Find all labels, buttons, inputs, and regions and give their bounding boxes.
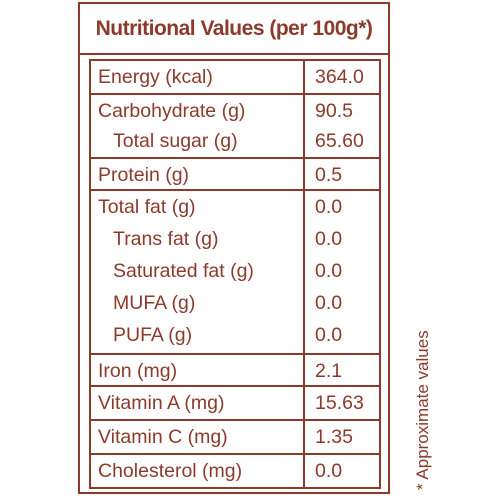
column-divider (303, 159, 305, 189)
table-row: Energy (kcal) 364.0 (91, 61, 379, 94)
row-value: 0.0 (315, 460, 343, 482)
table-row: Saturated fat (g) 0.0 (91, 255, 379, 288)
row-value: 15.63 (315, 392, 364, 414)
group-cholesterol: Cholesterol (mg) 0.0 (91, 455, 379, 487)
row-label: PUFA (g) (113, 324, 193, 346)
column-divider (303, 355, 305, 385)
column-divider (303, 421, 305, 453)
table-title: Nutritional Values (per 100g*) (80, 4, 388, 55)
table-row: MUFA (g) 0.0 (91, 287, 379, 320)
row-label: Total fat (g) (98, 196, 196, 218)
table-row: Iron (mg) 2.1 (91, 355, 379, 388)
row-label: Energy (kcal) (98, 66, 213, 88)
table-row: Total fat (g) 0.0 (91, 191, 379, 224)
table-row: PUFA (g) 0.0 (91, 319, 379, 352)
row-value: 0.0 (315, 196, 343, 218)
nutrition-table-frame: Nutritional Values (per 100g*) Energy (k… (78, 2, 390, 494)
group-vitamin-c: Vitamin C (mg) 1.35 (91, 421, 379, 455)
group-protein: Protein (g) 0.5 (91, 159, 379, 191)
row-value: 90.5 (315, 100, 353, 122)
row-label: Carbohydrate (g) (98, 100, 246, 122)
row-label: Protein (g) (98, 164, 190, 186)
column-divider (303, 61, 305, 93)
row-value: 1.35 (315, 426, 353, 448)
group-fat: Total fat (g) 0.0 Trans fat (g) 0.0 Satu… (91, 191, 379, 355)
row-label: MUFA (g) (113, 292, 196, 314)
row-label: Vitamin A (mg) (98, 392, 225, 414)
row-value: 0.0 (315, 324, 343, 346)
row-value: 0.0 (315, 292, 343, 314)
row-label: Saturated fat (g) (113, 260, 254, 282)
approximate-values-footnote: * Approximate values (413, 330, 432, 490)
table-row: Protein (g) 0.5 (91, 159, 379, 192)
group-carbohydrate: Carbohydrate (g) 90.5 Total sugar (g) 65… (91, 95, 379, 159)
nutrition-grid: Energy (kcal) 364.0 Carbohydrate (g) 90.… (89, 59, 381, 489)
column-divider (303, 191, 305, 353)
row-label: Iron (mg) (98, 360, 178, 382)
row-value: 0.0 (315, 228, 343, 250)
group-vitamin-a: Vitamin A (mg) 15.63 (91, 387, 379, 421)
group-energy: Energy (kcal) 364.0 (91, 61, 379, 95)
row-value: 2.1 (315, 360, 343, 382)
table-row: Cholesterol (mg) 0.0 (91, 455, 379, 488)
row-value: 0.5 (315, 164, 343, 186)
table-row: Carbohydrate (g) 90.5 (91, 95, 379, 128)
row-label: Total sugar (g) (113, 130, 238, 152)
table-row: Vitamin A (mg) 15.63 (91, 387, 379, 420)
table-row: Vitamin C (mg) 1.35 (91, 421, 379, 454)
row-value: 65.60 (315, 130, 364, 152)
table-row: Trans fat (g) 0.0 (91, 223, 379, 256)
row-value: 364.0 (315, 66, 364, 88)
row-label: Vitamin C (mg) (98, 426, 228, 448)
row-label: Trans fat (g) (113, 228, 219, 250)
row-value: 0.0 (315, 260, 343, 282)
column-divider (303, 455, 305, 487)
table-row: Total sugar (g) 65.60 (91, 125, 379, 158)
group-iron: Iron (mg) 2.1 (91, 355, 379, 387)
column-divider (303, 387, 305, 419)
row-label: Cholesterol (mg) (98, 460, 243, 482)
column-divider (303, 95, 305, 157)
